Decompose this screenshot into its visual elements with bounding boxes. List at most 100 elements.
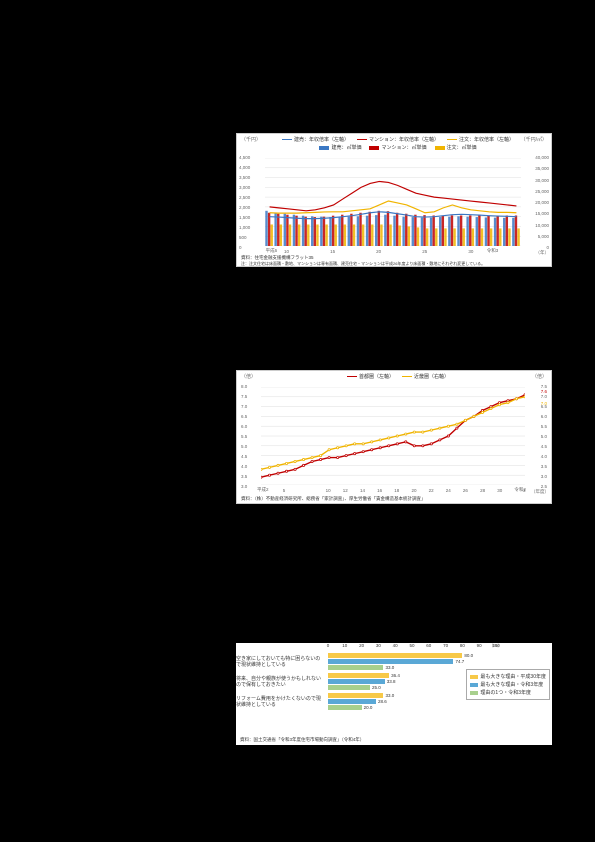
leg-c1-3: 建売：㎡単価 <box>331 144 361 151</box>
chart3-panel: 0102030405060708090100 （%） 空き家にしておいても特に困… <box>236 643 552 745</box>
chart3-bar <box>328 653 462 658</box>
chart2-ytick-l: 5.5 <box>241 434 247 439</box>
chart2-ytick-r: 6.0 <box>541 414 547 419</box>
leg-c1-4: マンション：㎡単価 <box>381 144 426 151</box>
chart2-yleft-label: （倍） <box>241 373 256 380</box>
chart1-ytick-r: 30,000 <box>535 178 549 183</box>
chart3-xtick: 10 <box>342 643 347 648</box>
leg-c1-1: マンション：年収倍率（左軸） <box>369 136 439 143</box>
chart3-xtick: 70 <box>443 643 448 648</box>
chart2-legend: 首都圏（左軸） 近畿圏（右軸） <box>237 371 551 381</box>
leg-c2-0: 首都圏（左軸） <box>359 373 394 380</box>
chart3-bar-value: 28.6 <box>378 699 387 704</box>
chart2-xtick: 28 <box>480 488 485 493</box>
chart2-xtick: 12 <box>343 488 348 493</box>
chart1-ytick-l: 3,500 <box>239 175 261 180</box>
chart2-ytick-l: 5.0 <box>241 444 247 449</box>
chart2-ytick-r: 5.0 <box>541 434 547 439</box>
chart2-plot <box>261 387 525 485</box>
chart2-ytick-l: 6.0 <box>241 424 247 429</box>
chart1-yright-label: （千円/㎡） <box>521 136 547 143</box>
chart1-yleft-label: （千円） <box>241 136 261 143</box>
chart3-bar <box>328 705 362 710</box>
chart3-xtick: 60 <box>426 643 431 648</box>
chart3-xtick: 30 <box>376 643 381 648</box>
chart3-xtick: 50 <box>409 643 414 648</box>
chart1-ytick-l: 2,000 <box>239 205 261 210</box>
leg-c1-0: 建売：年収倍率（左軸） <box>294 136 349 143</box>
chart2-footnote: 資料：（株）不動産経済研究所、総務省「家計調査」、厚生労働省「賃金構造基本統計調… <box>241 496 549 502</box>
chart1-xtick: 平成6 <box>266 248 278 254</box>
chart2-xtick: 20 <box>411 488 416 493</box>
leg-c3-0: 最も大きな理由・平成30年度 <box>480 673 546 680</box>
chart3-bar <box>328 685 370 690</box>
chart3-xtick: 80 <box>460 643 465 648</box>
chart2-ytick-l: 7.0 <box>241 404 247 409</box>
chart3-bar <box>328 665 383 670</box>
chart2-ytick-r: 4.0 <box>541 454 547 459</box>
chart2-ytick-r: 3.0 <box>541 474 547 479</box>
leg-c3-1: 最も大きな理由・令和3年度 <box>480 681 543 688</box>
chart2-ytick-l: 3.5 <box>241 474 247 479</box>
chart3-xtick: 0 <box>327 643 330 648</box>
chart2-xtick: 24 <box>446 488 451 493</box>
chart1-ytick-l: 0 <box>239 245 261 250</box>
chart1-ytick-l: 4,000 <box>239 165 261 170</box>
chart2-xtick: 5 <box>283 488 286 493</box>
chart2-ytick-l: 4.5 <box>241 454 247 459</box>
chart3-xtick: 20 <box>359 643 364 648</box>
chart3-bar <box>328 659 453 664</box>
chart2-xtick: 16 <box>377 488 382 493</box>
chart3-bar <box>328 673 389 678</box>
chart1-ytick-r: 25,000 <box>535 189 549 194</box>
chart1-ytick-l: 3,000 <box>239 185 261 190</box>
chart3-xtick: 90 <box>477 643 482 648</box>
chart1-xlabel: （年） <box>536 250 550 256</box>
chart3-bar <box>328 679 385 684</box>
chart3-bar-value: 20.0 <box>364 705 373 710</box>
chart3-row-label: 将来、自分や親族が使うかもしれないので保有しておきたい <box>236 676 328 688</box>
chart3-bar-value: 25.0 <box>372 685 381 690</box>
chart1-footnote2: 注：注文住宅は床面積・敷地、マンションは専有面積、建売住宅・マンションは平成26… <box>241 261 549 267</box>
leg-c1-5: 注文：㎡単価 <box>447 144 477 151</box>
chart3-bar-value: 33.8 <box>387 679 396 684</box>
leg-c3-2: 理由の1つ・令和3年度 <box>480 689 531 696</box>
chart1-ytick-l: 4,500 <box>239 155 261 160</box>
chart2-ytick-r: 3.5 <box>541 464 547 469</box>
chart1-ytick-l: 2,500 <box>239 195 261 200</box>
chart2-endlabel-red: 7.6 <box>541 389 547 394</box>
chart2-xtick: 18 <box>394 488 399 493</box>
chart2-ytick-l: 8.0 <box>241 384 247 389</box>
chart3-footnote: 資料：国土交通省「令和3年度住宅市場動向調査」（令和4年） <box>240 737 364 743</box>
chart1-ytick-r: 20,000 <box>535 200 549 205</box>
chart2-xtick: 26 <box>463 488 468 493</box>
chart3-bar <box>328 693 383 698</box>
chart2-xtick: 10 <box>326 488 331 493</box>
chart2-panel: （倍） （倍） 首都圏（左軸） 近畿圏（右軸） 3.03.54.04.55.05… <box>236 370 552 504</box>
chart3-unit: （%） <box>489 643 502 649</box>
chart3-legend: 最も大きな理由・平成30年度 最も大きな理由・令和3年度 理由の1つ・令和3年度 <box>466 669 550 700</box>
chart2-ytick-l: 3.0 <box>241 484 247 489</box>
chart2-ytick-r: 4.5 <box>541 444 547 449</box>
chart3-bar <box>328 699 376 704</box>
chart1-ytick-l: 1,500 <box>239 215 261 220</box>
chart3-bar-value: 33.0 <box>385 665 394 670</box>
chart1-panel: （千円） （千円/㎡） 建売：年収倍率（左軸） マンション：年収倍率（左軸） 注… <box>236 133 552 267</box>
chart1-ytick-r: 5,000 <box>538 234 549 239</box>
chart1-ytick-r: 10,000 <box>535 223 549 228</box>
chart2-xtick: 平成2 <box>257 487 269 493</box>
chart2-ytick-l: 7.5 <box>241 394 247 399</box>
chart1-xtick: 10 <box>284 249 289 254</box>
chart2-ytick-r: 5.5 <box>541 424 547 429</box>
leg-c2-1: 近畿圏（右軸） <box>414 373 449 380</box>
chart2-xtick: 30 <box>497 488 502 493</box>
chart1-xtick: 15 <box>330 249 335 254</box>
chart3-scale: 0102030405060708090100 <box>328 643 552 651</box>
chart2-xtick: 3 <box>523 488 526 493</box>
chart3-bar-value: 36.4 <box>391 673 400 678</box>
chart3-row-label: 空き家にしておいても特に困らないので現状維持としている <box>236 656 328 668</box>
chart2-ytick-l: 4.0 <box>241 464 247 469</box>
chart3-bar-value: 80.0 <box>464 653 473 658</box>
chart3-row-label: リフォーム費用をかけたくないので現状維持としている <box>236 696 328 708</box>
chart1-xtick: 令和3 <box>487 248 499 254</box>
